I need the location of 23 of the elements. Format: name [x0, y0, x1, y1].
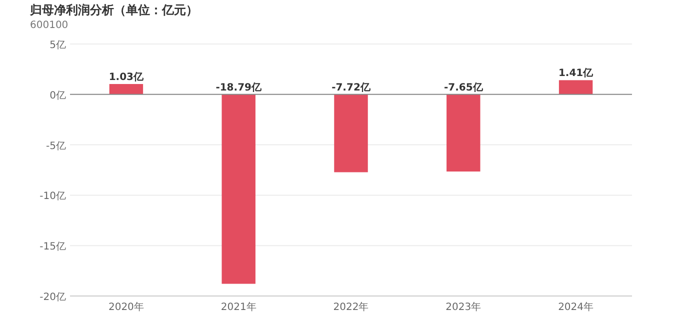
bar: [334, 94, 368, 172]
x-tick-label: 2024年: [558, 301, 594, 313]
y-tick-label: -5亿: [46, 140, 66, 152]
bar: [446, 94, 480, 172]
bar: [558, 80, 593, 94]
data-label: 1.41亿: [558, 67, 594, 80]
bar: [109, 84, 144, 94]
data-label: -7.72亿: [332, 81, 372, 94]
y-tick-label: 0亿: [50, 90, 66, 102]
data-label: 1.03亿: [108, 71, 145, 84]
x-tick-label: 2023年: [446, 301, 482, 313]
chart-title: 归母净利润分析（单位：亿元）: [29, 3, 198, 17]
x-tick-label: 2021年: [220, 301, 256, 313]
y-tick-label: -10亿: [40, 191, 66, 202]
y-tick-label: 5亿: [50, 40, 66, 51]
bar: [222, 94, 256, 284]
data-label: -18.79亿: [216, 81, 262, 94]
x-tick-label: 2020年: [108, 301, 144, 313]
y-tick-label: -15亿: [40, 242, 66, 253]
data-label: -7.65亿: [444, 81, 484, 94]
y-tick-label: -20亿: [40, 292, 66, 303]
x-tick-label: 2022年: [333, 301, 369, 313]
chart-subtitle: 600100: [30, 20, 68, 31]
